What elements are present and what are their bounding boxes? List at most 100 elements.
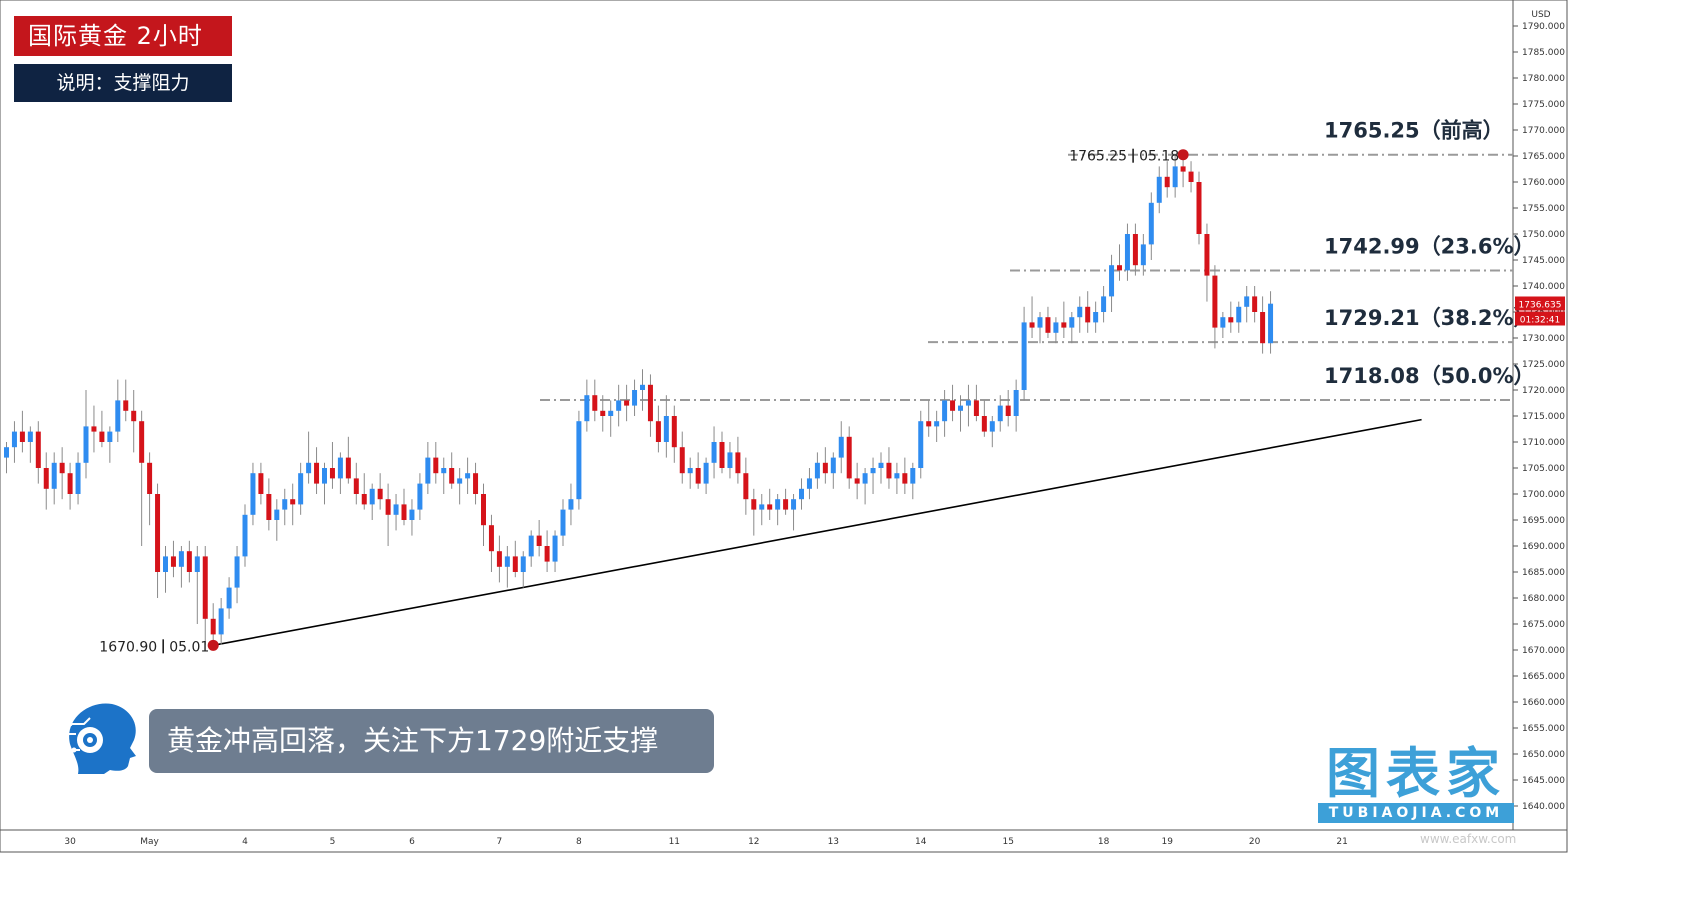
candle-body [711,442,717,463]
candle-body [210,618,216,635]
candle [1132,223,1138,276]
y-tick-label: 1780.000 [1522,74,1565,84]
y-tick-label: 1640.000 [1522,802,1565,812]
candle [1013,379,1019,432]
candle-body [981,416,987,432]
candle-body [1053,322,1059,333]
candle [465,457,471,494]
candle [147,452,153,526]
candle-body [806,478,812,489]
candle-body [51,462,57,489]
x-tick-label: 20 [1249,837,1261,847]
comment-box: 黄金冲高回落，关注下方1729附近支撑 [149,709,714,773]
candle [528,530,534,567]
candle-body [536,535,542,546]
candle-body [1117,265,1122,271]
candle [298,462,304,515]
y-tick-label: 1790.000 [1522,22,1565,32]
candle [560,499,566,546]
candle-body [1148,202,1154,245]
y-tick-label: 1675.000 [1522,620,1565,630]
candle [846,426,852,489]
candle-body [1093,312,1099,323]
candle-body [902,473,908,484]
candle-body [862,473,868,484]
candle [1140,234,1146,276]
candle-body [433,457,439,474]
page-subtitle: 说明：支撑阻力 [14,64,232,102]
candle [139,410,145,546]
candle-body [624,400,630,406]
candle [258,462,264,505]
candle [226,577,232,619]
candle-body [830,457,836,474]
candle-body [417,483,423,510]
candle [934,410,940,442]
candle-body [226,587,232,609]
candle [640,369,645,411]
candle-body [822,462,828,474]
candle-body [616,400,622,411]
candle-body [854,478,860,484]
candle-body [178,551,184,567]
candle-body [314,462,320,484]
candle-body [91,426,97,432]
x-tick-label: 8 [576,837,582,847]
candle-body [1029,322,1035,328]
x-tick-label: 4 [242,837,248,847]
candle [1061,301,1067,338]
candle [1021,306,1027,401]
y-tick-label: 1645.000 [1522,776,1565,786]
y-tick-label: 1730.000 [1522,334,1565,344]
candle-body [504,556,510,567]
candle [838,421,844,474]
candle-body [163,556,168,572]
y-tick-label: 1740.000 [1522,282,1565,292]
candle [926,400,932,437]
candle [616,384,622,427]
candle [369,483,375,520]
candle-body [791,499,797,510]
candle-body [202,556,208,619]
candle-body [449,468,455,484]
candle [178,546,184,588]
candle-body [11,431,17,448]
candle-body [369,488,375,505]
candle-body [139,421,145,463]
candle-body [989,421,995,432]
candle-body [258,473,264,494]
candle-body [337,457,343,479]
candle-body [600,410,606,416]
candle [870,457,876,494]
x-tick-label: 12 [748,837,759,847]
candle [655,405,661,453]
x-tick-label: 5 [330,837,336,847]
y-tick-label: 1755.000 [1522,204,1565,214]
candle [989,416,995,448]
candle-body [703,462,709,484]
candle-body [1180,166,1186,172]
candle-body [735,452,741,474]
candle-body [473,473,479,494]
candle [361,473,367,510]
candle [4,442,9,474]
candle-body [799,488,804,500]
candle [1188,161,1194,193]
candle [1164,161,1170,198]
candle [473,462,479,505]
candle [600,395,606,432]
page-title: 国际黄金 2小时 [14,16,232,56]
extreme-date-label: 05.18 [1139,149,1179,165]
candle-body [218,608,224,635]
candle [274,499,280,541]
candle-body [838,436,844,458]
watermark-logo: 图表家 [1326,742,1506,805]
candle-body [186,551,192,572]
candle [488,514,494,572]
level-label: 1729.21（38.2%） [1324,306,1535,330]
candle [1236,301,1242,333]
x-tick-label: 15 [1002,837,1013,847]
candle-body [131,410,137,422]
candle [894,462,900,494]
candle [1220,312,1226,338]
